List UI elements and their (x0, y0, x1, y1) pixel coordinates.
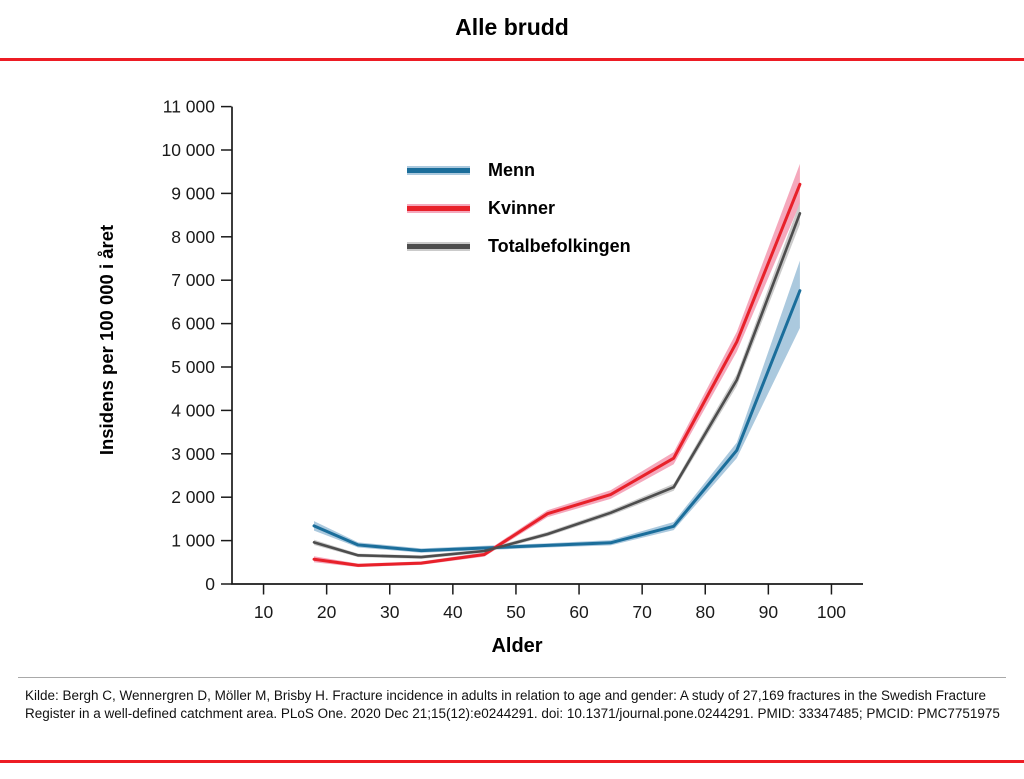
y-tick-label: 11 000 (163, 97, 215, 117)
y-tick-label: 5 000 (171, 357, 215, 377)
y-tick-label: 10 000 (161, 140, 215, 160)
y-tick-label: 4 000 (171, 400, 215, 420)
y-tick-label: 0 (205, 574, 215, 594)
x-tick-label: 100 (817, 602, 846, 622)
y-tick-label: 2 000 (171, 487, 215, 507)
y-tick-label: 8 000 (171, 227, 215, 247)
legend-label-menn: Menn (488, 160, 535, 180)
x-axis-title: Alder (491, 635, 542, 657)
x-tick-label: 50 (506, 602, 526, 622)
y-tick-label: 6 000 (171, 314, 215, 334)
legend-item-kvinner: Kvinner (407, 197, 631, 220)
x-tick-label: 90 (759, 602, 779, 622)
totalbefolkingen-line-swatch (407, 242, 470, 251)
legend-item-menn: Menn (407, 159, 631, 182)
y-tick-label: 7 000 (171, 270, 215, 290)
legend-label-totalbefolkingen: Totalbefolkingen (488, 236, 631, 256)
axes (231, 106, 863, 585)
kvinner-line-color (407, 206, 470, 211)
fracture-incidence-chart: 0 1 000 2 000 3 000 4 000 5 000 6 000 7 000 8 00… (0, 70, 1024, 670)
y-axis-title: Insidens per 100 000 i året (96, 225, 117, 455)
x-tick-label: 60 (569, 602, 589, 622)
chart-canvas: 0 1 000 2 000 3 000 4 000 5 000 6 000 7 000 8 00… (96, 97, 863, 657)
y-tick-label: 1 000 (171, 531, 215, 551)
footer-divider (18, 677, 1006, 678)
series-line-kvinner (312, 182, 802, 567)
x-tick-label: 80 (696, 602, 716, 622)
top-accent-rule (0, 58, 1024, 61)
x-tick-label: 10 (254, 602, 274, 622)
series-line-totalbefolkingen (312, 212, 802, 559)
x-tick-label: 40 (443, 602, 463, 622)
series-line-menn (312, 289, 802, 553)
chart-legend: Menn Kvinner Totalbefolkingen (407, 159, 631, 258)
bottom-accent-rule (0, 760, 1024, 763)
totalbefolkingen-line-color (407, 244, 470, 249)
legend-item-totalbefolkingen: Totalbefolkingen (407, 235, 631, 258)
menn-line-swatch (407, 166, 470, 175)
x-tick-label: 20 (317, 602, 337, 622)
y-tick-label: 9 000 (171, 183, 215, 203)
x-tick-label: 30 (380, 602, 400, 622)
x-tick-label: 70 (632, 602, 652, 622)
page-title: Alle brudd (455, 14, 569, 40)
menn-line-color (407, 168, 470, 173)
kvinner-line-swatch (407, 204, 470, 213)
source-citation: Kilde: Bergh C, Wennergren D, Möller M, … (25, 688, 1000, 721)
y-tick-label: 3 000 (171, 444, 215, 464)
legend-label-kvinner: Kvinner (488, 198, 556, 218)
